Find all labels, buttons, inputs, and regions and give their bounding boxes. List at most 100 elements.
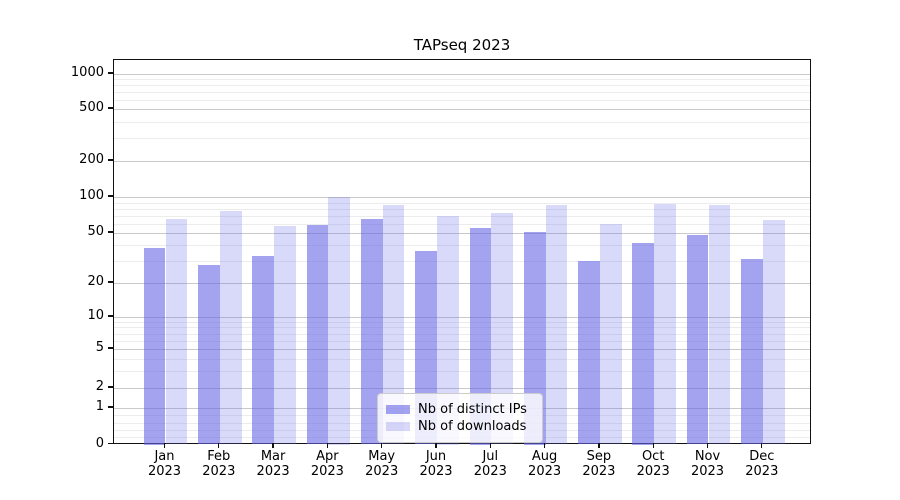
minor-gridline: [114, 340, 810, 342]
bar-distinct-ips-nov: [686, 235, 709, 445]
x-tick-mark: [163, 443, 166, 448]
minor-gridline: [114, 79, 810, 81]
y-tick-label: 0: [95, 435, 104, 451]
major-gridline: [114, 388, 810, 389]
legend-swatch-distinct-ips: [386, 405, 410, 414]
x-tick-mark: [652, 443, 654, 448]
major-gridline: [114, 74, 810, 75]
bar-downloads-nov: [708, 205, 731, 445]
x-tick-mark: [218, 443, 220, 448]
minor-gridline: [114, 260, 810, 262]
bar-downloads-sep: [599, 224, 622, 445]
bar-distinct-ips-aug: [523, 232, 546, 445]
y-tick-mark: [108, 195, 113, 197]
legend-label-distinct-ips: Nb of distinct IPs: [418, 402, 527, 417]
bar-distinct-ips-oct: [632, 242, 655, 445]
y-tick-mark: [108, 386, 113, 388]
y-tick-mark: [108, 347, 113, 349]
y-tick-label: 2: [95, 379, 104, 394]
minor-gridline: [114, 121, 810, 123]
x-tick-label: Apr 2023: [310, 449, 344, 479]
chart-title: TAPseq 2023: [413, 36, 511, 54]
y-tick-label: 10: [87, 308, 104, 323]
y-tick-mark: [108, 231, 113, 233]
bar-downloads-dec: [762, 220, 785, 445]
bar-downloads-mar: [274, 226, 296, 445]
bar-downloads-feb: [219, 210, 242, 445]
major-gridline: [114, 317, 810, 318]
x-tick-mark: [706, 443, 709, 448]
x-tick-label: Nov 2023: [690, 449, 725, 479]
x-tick-mark: [598, 443, 600, 448]
bar-downloads-apr: [328, 197, 351, 445]
x-tick-mark: [272, 443, 274, 448]
minor-gridline: [114, 333, 810, 335]
y-tick-label: 100: [79, 188, 104, 203]
x-tick-mark: [761, 443, 763, 448]
y-tick-label: 200: [79, 152, 104, 167]
major-gridline: [114, 349, 810, 350]
y-tick-label: 1: [95, 399, 104, 414]
x-tick-label: Mar 2023: [256, 449, 290, 479]
x-tick-label: Sep 2023: [582, 449, 616, 479]
bar-distinct-ips-may: [360, 219, 383, 445]
x-tick-mark: [381, 443, 383, 448]
legend: Nb of distinct IPs Nb of downloads: [377, 393, 543, 443]
bar-distinct-ips-jan: [143, 248, 166, 445]
bar-distinct-ips-mar: [252, 255, 275, 445]
major-gridline: [114, 161, 810, 162]
bar-distinct-ips-dec: [741, 259, 763, 445]
legend-item-downloads: Nb of downloads: [386, 419, 534, 434]
x-tick-label: Jan 2023: [147, 449, 182, 479]
bar-downloads-oct: [654, 203, 676, 445]
minor-gridline: [114, 85, 810, 87]
major-gridline: [114, 197, 810, 198]
x-tick-mark: [489, 443, 491, 448]
minor-gridline: [114, 215, 810, 217]
minor-gridline: [114, 245, 810, 247]
minor-gridline: [114, 327, 810, 329]
bar-downloads-aug: [545, 205, 568, 445]
bar-downloads-may: [382, 205, 405, 445]
minor-gridline: [114, 223, 810, 225]
y-tick-mark: [108, 406, 113, 408]
y-tick-mark: [108, 281, 113, 283]
bar-downloads-jul: [491, 213, 514, 445]
minor-gridline: [114, 208, 810, 210]
x-tick-mark: [326, 443, 329, 448]
y-tick-label: 500: [79, 100, 104, 115]
y-tick-label: 20: [87, 274, 104, 289]
y-tick-mark: [108, 159, 113, 161]
x-tick-label: Jul 2023: [473, 449, 507, 479]
legend-swatch-downloads: [386, 422, 410, 431]
bar-distinct-ips-feb: [198, 264, 220, 445]
x-tick-mark: [435, 443, 437, 448]
y-tick-mark: [108, 72, 113, 74]
y-tick-mark: [108, 107, 113, 109]
bar-distinct-ips-sep: [578, 260, 600, 445]
x-tick-label: May 2023: [365, 449, 399, 479]
minor-gridline: [114, 358, 810, 360]
major-gridline: [114, 109, 810, 110]
bar-downloads-jan: [165, 218, 188, 445]
legend-label-downloads: Nb of downloads: [418, 419, 527, 434]
major-gridline: [114, 283, 810, 284]
bar-distinct-ips-jul: [469, 228, 492, 445]
minor-gridline: [114, 92, 810, 93]
plot-area: [113, 59, 811, 445]
x-tick-label: Aug 2023: [528, 449, 562, 479]
x-tick-label: Dec 2023: [745, 449, 779, 479]
bar-distinct-ips-apr: [306, 225, 329, 445]
y-tick-label: 1000: [70, 65, 104, 80]
bar-downloads-jun: [437, 215, 459, 445]
x-tick-label: Feb 2023: [202, 449, 236, 479]
y-tick-label: 5: [95, 340, 104, 355]
x-tick-mark: [543, 443, 546, 448]
y-tick-label: 50: [87, 224, 104, 239]
y-tick-mark: [108, 315, 113, 317]
legend-item-distinct-ips: Nb of distinct IPs: [386, 402, 534, 417]
minor-gridline: [114, 321, 810, 323]
minor-gridline: [114, 370, 810, 372]
minor-gridline: [114, 202, 810, 204]
